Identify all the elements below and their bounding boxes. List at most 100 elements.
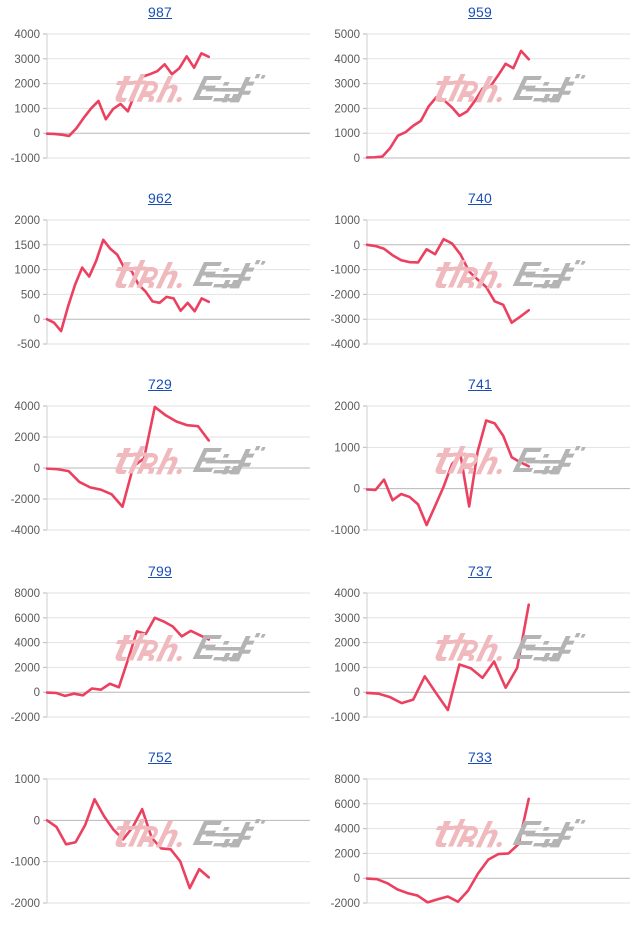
- chart-title-link[interactable]: 729: [148, 376, 172, 393]
- y-tick-label: 0: [354, 484, 360, 496]
- plot-svg-959: 0 1000 2000 3000 4000 5000: [334, 29, 630, 165]
- plot-svg-752: -2000 -1000 0 1000: [11, 774, 310, 910]
- y-tick-label: 0: [34, 314, 40, 326]
- chart-cell-737: 737 -1000 0 1000 2000 3000 4000: [320, 559, 640, 745]
- plot-svg-962: -500 0 500 1000 1500 2000: [14, 215, 310, 351]
- chart-cell-799: 799 -2000 0 2000 4000 6000 8000: [0, 559, 320, 745]
- y-tick-label: -2000: [11, 898, 40, 910]
- y-tick-label: -1000: [331, 712, 360, 724]
- y-tick-label: -1000: [11, 153, 40, 165]
- chart-title-link[interactable]: 741: [468, 376, 492, 393]
- series-line: [365, 419, 531, 527]
- y-tick-label: 8000: [334, 774, 360, 786]
- y-tick-label: 0: [34, 128, 40, 140]
- y-tick-label: 1000: [334, 662, 360, 674]
- y-tick-label: 1000: [334, 128, 360, 140]
- series-line: [365, 797, 531, 904]
- y-tick-label: 2000: [334, 103, 360, 115]
- chart-cell-740: 740 -4000 -3000 -2000 -1000 0 1000: [320, 186, 640, 372]
- y-tick-label: -2000: [331, 290, 360, 302]
- y-tick-label: 3000: [334, 612, 360, 624]
- plot-area: -1000 0 1000 2000 3000 4000: [0, 24, 320, 184]
- y-tick-label: 3000: [334, 79, 360, 91]
- y-tick-label: -1000: [331, 525, 360, 537]
- chart-title-link[interactable]: 799: [148, 562, 172, 579]
- y-tick-label: 0: [354, 687, 360, 699]
- chart-cell-752: 752 -2000 -1000 0 1000: [0, 745, 320, 931]
- plot-area: -1000 0 1000 2000: [320, 396, 640, 556]
- y-tick-label: 0: [34, 687, 40, 699]
- y-tick-label: 500: [21, 290, 40, 302]
- y-tick-label: 4000: [14, 29, 40, 41]
- chart-title-link[interactable]: 962: [148, 190, 172, 207]
- chart-cell-733: 733 -2000 0 2000 4000 6000 8000: [320, 745, 640, 931]
- chart-title-link[interactable]: 733: [468, 748, 492, 765]
- y-tick-label: 0: [354, 153, 360, 165]
- chart-title-link[interactable]: 987: [148, 4, 172, 20]
- y-tick-label: 0: [354, 240, 360, 252]
- y-tick-label: 4000: [334, 54, 360, 66]
- y-tick-label: 4000: [14, 401, 40, 413]
- series-line: [45, 797, 211, 890]
- series-line: [365, 602, 531, 711]
- y-tick-label: 2000: [334, 637, 360, 649]
- y-tick-label: 6000: [334, 799, 360, 811]
- y-tick-label: -500: [17, 339, 40, 351]
- y-tick-label: 2000: [334, 401, 360, 413]
- y-tick-label: -4000: [331, 339, 360, 351]
- chart-title-link[interactable]: 752: [148, 748, 172, 765]
- chart-cell-962: 962 -500 0 500 1000 1500 2000: [0, 186, 320, 372]
- plot-svg-987: -1000 0 1000 2000 3000 4000: [11, 29, 310, 165]
- y-tick-label: 2000: [14, 662, 40, 674]
- y-tick-label: 4000: [14, 637, 40, 649]
- y-tick-label: 2000: [334, 848, 360, 860]
- y-tick-label: 1000: [14, 774, 40, 786]
- plot-area: -2000 0 2000 4000 6000 8000: [320, 769, 640, 929]
- y-tick-label: 2000: [14, 215, 40, 227]
- chart-title-link[interactable]: 740: [468, 190, 492, 207]
- plot-area: -2000 0 2000 4000 6000 8000: [0, 583, 320, 743]
- y-tick-label: 2000: [14, 432, 40, 444]
- series-line: [45, 616, 211, 697]
- chart-cell-741: 741 -1000 0 1000 2000: [320, 372, 640, 558]
- plot-svg-740: -4000 -3000 -2000 -1000 0 1000: [331, 215, 630, 351]
- plot-area: 0 1000 2000 3000 4000 5000: [320, 24, 640, 184]
- plot-svg-741: -1000 0 1000 2000: [331, 401, 630, 537]
- y-tick-label: 1000: [334, 443, 360, 455]
- y-tick-label: -1000: [331, 265, 360, 277]
- y-tick-label: 0: [34, 463, 40, 475]
- y-tick-label: -3000: [331, 314, 360, 326]
- plot-area: -4000 -3000 -2000 -1000 0 1000: [320, 210, 640, 370]
- plot-svg-733: -2000 0 2000 4000 6000 8000: [331, 774, 630, 910]
- y-tick-label: 1000: [14, 265, 40, 277]
- y-tick-label: 0: [354, 873, 360, 885]
- y-tick-label: -2000: [11, 712, 40, 724]
- plot-area: -4000 -2000 0 2000 4000: [0, 396, 320, 556]
- y-tick-label: 8000: [14, 588, 40, 600]
- series-line: [45, 238, 211, 333]
- y-tick-label: 4000: [334, 823, 360, 835]
- y-tick-label: 1000: [334, 215, 360, 227]
- plot-svg-799: -2000 0 2000 4000 6000 8000: [11, 588, 310, 724]
- chart-title-link[interactable]: 959: [468, 4, 492, 20]
- y-tick-label: 5000: [334, 29, 360, 41]
- y-tick-label: -1000: [11, 856, 40, 868]
- y-tick-label: 0: [34, 815, 40, 827]
- series-line: [45, 406, 211, 509]
- y-tick-label: 3000: [14, 54, 40, 66]
- plot-area: -2000 -1000 0 1000: [0, 769, 320, 929]
- chart-cell-987: 987 -1000 0 1000 2000 3000 4000: [0, 0, 320, 186]
- chart-title-link[interactable]: 737: [468, 562, 492, 579]
- y-tick-label: 6000: [14, 612, 40, 624]
- plot-svg-737: -1000 0 1000 2000 3000 4000: [331, 588, 630, 724]
- chart-cell-729: 729 -4000 -2000 0 2000 4000: [0, 372, 320, 558]
- chart-cell-959: 959 0 1000 2000 3000 4000 5000: [320, 0, 640, 186]
- plot-area: -500 0 500 1000 1500 2000: [0, 210, 320, 370]
- plot-svg-729: -4000 -2000 0 2000 4000: [11, 401, 310, 537]
- y-tick-label: 2000: [14, 79, 40, 91]
- series-line: [365, 237, 531, 325]
- y-tick-label: 1000: [14, 103, 40, 115]
- series-line: [45, 52, 211, 138]
- plot-area: -1000 0 1000 2000 3000 4000: [320, 583, 640, 743]
